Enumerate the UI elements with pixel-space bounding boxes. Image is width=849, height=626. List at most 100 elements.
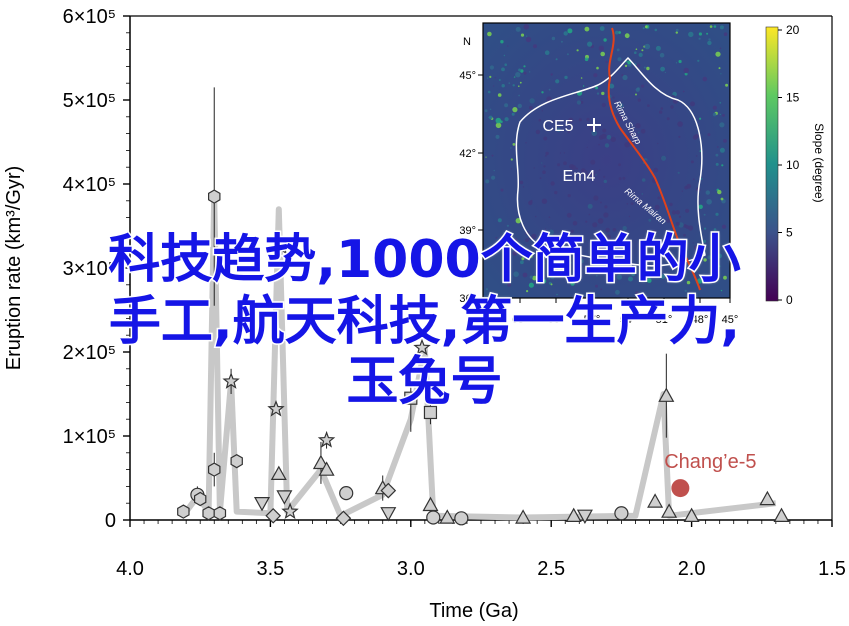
map-crater [489,247,494,252]
map-lat-label: 42° [459,148,476,160]
axis-ticks: 4.0 3.5 3.0 2.5 2.0 1.5 0 1×10⁵ 2×10⁵ 3×10⁵ 4×10⁵ 5… [63,6,846,580]
map-crater [715,212,719,216]
map-crater [580,168,586,174]
map-crater [555,58,558,61]
triangle-down-marker [276,490,293,505]
map-crater [660,274,666,279]
map-crater [605,60,608,64]
map-crater [618,177,622,181]
map-crater [603,38,607,42]
map-crater [540,237,545,242]
map-crater [504,117,509,122]
map-crater [588,213,591,216]
map-crater [707,255,712,260]
map-crater [655,45,661,51]
map-crater [688,31,694,38]
map-crater [526,290,529,293]
map-crater [660,66,665,72]
map-crater [628,215,631,218]
colorbar-tick-label: 15 [786,91,800,105]
map-crater [655,258,660,263]
map-crater [624,64,628,68]
map-crater [489,75,492,78]
map-crater [699,117,702,120]
map-crater [532,275,537,281]
map-crater [718,265,721,268]
triangle-up-marker [439,509,456,524]
map-crater [635,123,641,129]
map-crater [561,271,565,274]
square-marker [404,391,418,405]
map-crater [715,162,719,166]
circle-marker [426,510,441,525]
map-crater [694,134,699,139]
map-crater [598,143,600,146]
map-crater [546,96,552,102]
map-crater [522,186,525,188]
map-crater [567,28,573,34]
map-crater [576,100,582,105]
map-crater [591,130,598,136]
map-crater [586,146,588,148]
map-crater [498,79,501,81]
hexagon-marker [194,491,207,507]
map-crater [705,190,710,195]
map-crater [632,128,634,131]
map-crater [512,84,515,87]
map-crater [723,139,727,143]
map-crater [627,60,631,65]
map-crater [642,27,645,30]
map-crater [558,268,562,272]
map-crater [493,85,495,87]
map-crater [510,147,512,149]
map-crater [698,37,701,40]
map-crater [495,117,502,124]
map-crater [646,273,652,279]
map-crater [598,45,604,51]
map-crater [538,118,542,122]
map-crater [690,160,694,164]
map-crater [654,248,658,251]
map-crater [704,227,707,230]
hexagon-marker [208,462,221,477]
map-crater [585,172,589,176]
map-crater [533,44,537,49]
map-crater [609,268,611,270]
map-lat-label: 39° [459,225,476,237]
map-crater [637,98,641,102]
map-crater [576,167,578,170]
map-crater [603,179,607,184]
map-crater [598,169,601,171]
map-crater [526,35,528,37]
map-crater [603,175,606,178]
map-crater [711,263,718,270]
map-crater [648,218,652,222]
map-crater [568,117,574,123]
map-crater [513,271,519,278]
triangle-up-marker [647,493,664,508]
map-crater [602,128,607,133]
map-crater [652,244,656,247]
map-crater [613,251,618,255]
map-crater [574,271,580,277]
map-crater [715,153,719,157]
map-crater [657,142,659,145]
map-crater [518,85,520,87]
hexagon-marker [213,506,227,521]
map-crater [652,235,655,238]
map-crater [584,26,590,32]
map-crater [595,86,599,90]
map-crater [712,105,717,110]
map-crater [559,244,563,248]
map-crater [535,215,537,218]
map-crater [485,288,488,291]
map-crater [590,171,596,177]
map-lon-label: 51° [656,314,673,326]
map-crater [512,250,518,256]
map-crater [551,119,554,122]
map-crater [559,152,562,154]
colorbar-tick-label: 10 [786,158,800,172]
map-crater [508,82,511,84]
map-crater [485,156,487,158]
map-crater [600,51,605,57]
